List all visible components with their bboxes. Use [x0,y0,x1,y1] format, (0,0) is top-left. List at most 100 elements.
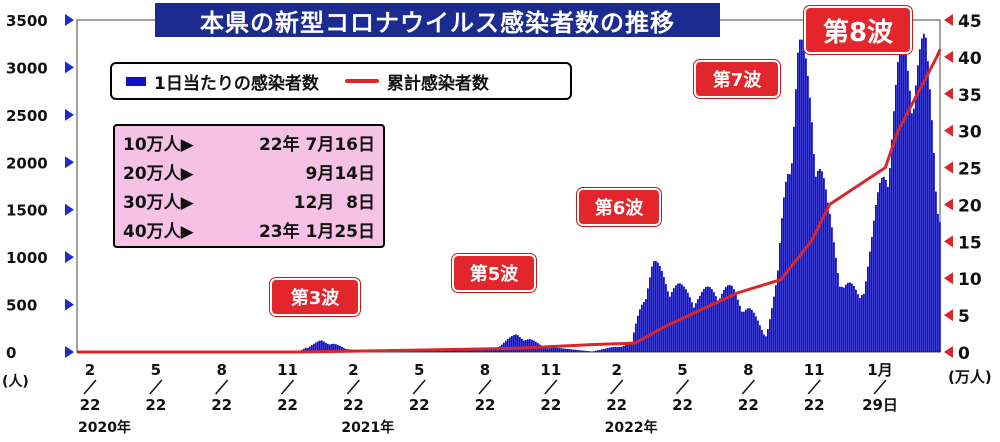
daily-bar [807,75,809,352]
wave-8-callout: 第8波 [804,6,912,54]
daily-bar [433,350,435,352]
x-tick-day: 22 [277,396,298,414]
milestone-row: 30万人▶ 12月 8日 [123,186,375,215]
daily-bar [699,295,701,352]
daily-bar [599,349,601,352]
daily-bar [315,342,317,352]
daily-bar [313,343,315,352]
daily-bar [919,49,921,353]
daily-bar [853,285,855,352]
daily-bar [885,179,887,352]
right-tick-label: 45 [958,12,982,32]
right-tick-arrow [944,87,953,100]
daily-bar [457,350,459,352]
x-tick-month: 5 [677,361,687,379]
daily-bar [527,339,529,352]
daily-bar [771,308,773,352]
right-tick-arrow [944,309,953,322]
daily-bar [937,213,939,352]
x-tick-month: 5 [414,361,424,379]
daily-bar [661,270,663,352]
daily-bar [437,350,439,352]
daily-bar [789,174,791,352]
daily-bar [597,350,599,352]
daily-bar [445,350,447,352]
daily-bar [431,350,433,352]
daily-bar [459,350,461,352]
daily-bar [637,315,639,352]
daily-bar [469,349,471,352]
left-tick-arrow [65,14,74,26]
right-tick-arrow [944,14,953,26]
daily-bar [883,176,885,352]
daily-bar [451,350,453,352]
daily-bar [567,348,569,352]
daily-bar [875,204,877,352]
daily-bar [727,285,729,352]
daily-bar [685,289,687,352]
x-tick-day: 22 [343,396,364,414]
daily-bar [435,350,437,352]
x-tick-day: 22 [738,396,759,414]
x-tick-slash [610,379,624,395]
daily-bar [925,37,927,352]
right-tick-arrow [944,272,953,285]
daily-bar [639,309,641,352]
daily-bar [897,62,899,352]
daily-bar [471,349,473,352]
daily-bar [559,348,561,352]
milestone-row: 10万人▶ 22年 7月16日 [123,128,375,157]
right-tick-label: 15 [958,233,982,253]
daily-bar [583,350,585,352]
x-tick-day: 22 [475,396,496,414]
milestone-label: 10万人▶ [123,135,194,155]
daily-bar [931,120,933,352]
right-tick-arrow [944,235,953,248]
right-tick-arrow [944,50,953,63]
daily-bar [337,344,339,352]
milestone-label: 30万人▶ [123,193,194,213]
daily-bar [691,302,693,352]
milestone-date: 9月14日 [305,164,376,184]
daily-bar [903,43,905,353]
daily-bar [731,285,733,352]
daily-bar [877,192,879,352]
daily-bar [851,283,853,352]
x-tick-year: 2020年 [78,419,131,436]
daily-bar [485,349,487,352]
daily-bar [515,334,517,352]
daily-bar [543,347,545,352]
daily-bar [887,186,889,352]
x-tick-day: 22 [804,396,825,414]
daily-bar [577,349,579,352]
daily-bar [763,334,765,352]
daily-bar [319,340,321,352]
daily-bar [915,85,917,352]
daily-bar [663,277,665,352]
daily-bar [325,342,327,352]
daily-bar [929,89,931,352]
x-tick-slash [412,379,426,395]
x-tick-day: 22 [409,396,430,414]
daily-bar [817,170,819,352]
daily-bar [581,350,583,352]
daily-bar [641,304,643,352]
daily-bar [557,347,559,352]
daily-bar [839,286,841,352]
right-tick-label: 40 [958,49,982,69]
daily-bar [819,168,821,352]
daily-bar [521,338,523,352]
daily-bar [455,350,457,352]
daily-bar [575,349,577,352]
daily-bar [755,316,757,352]
daily-bar [611,347,613,352]
daily-bar [797,52,799,352]
daily-bar [519,337,521,352]
daily-bar [555,347,557,352]
daily-bar [843,287,845,352]
left-tick-label: 2500 [6,107,48,125]
daily-bar [585,350,587,352]
daily-bar [913,108,915,352]
right-tick-arrow [944,161,953,174]
daily-bar [729,284,731,352]
